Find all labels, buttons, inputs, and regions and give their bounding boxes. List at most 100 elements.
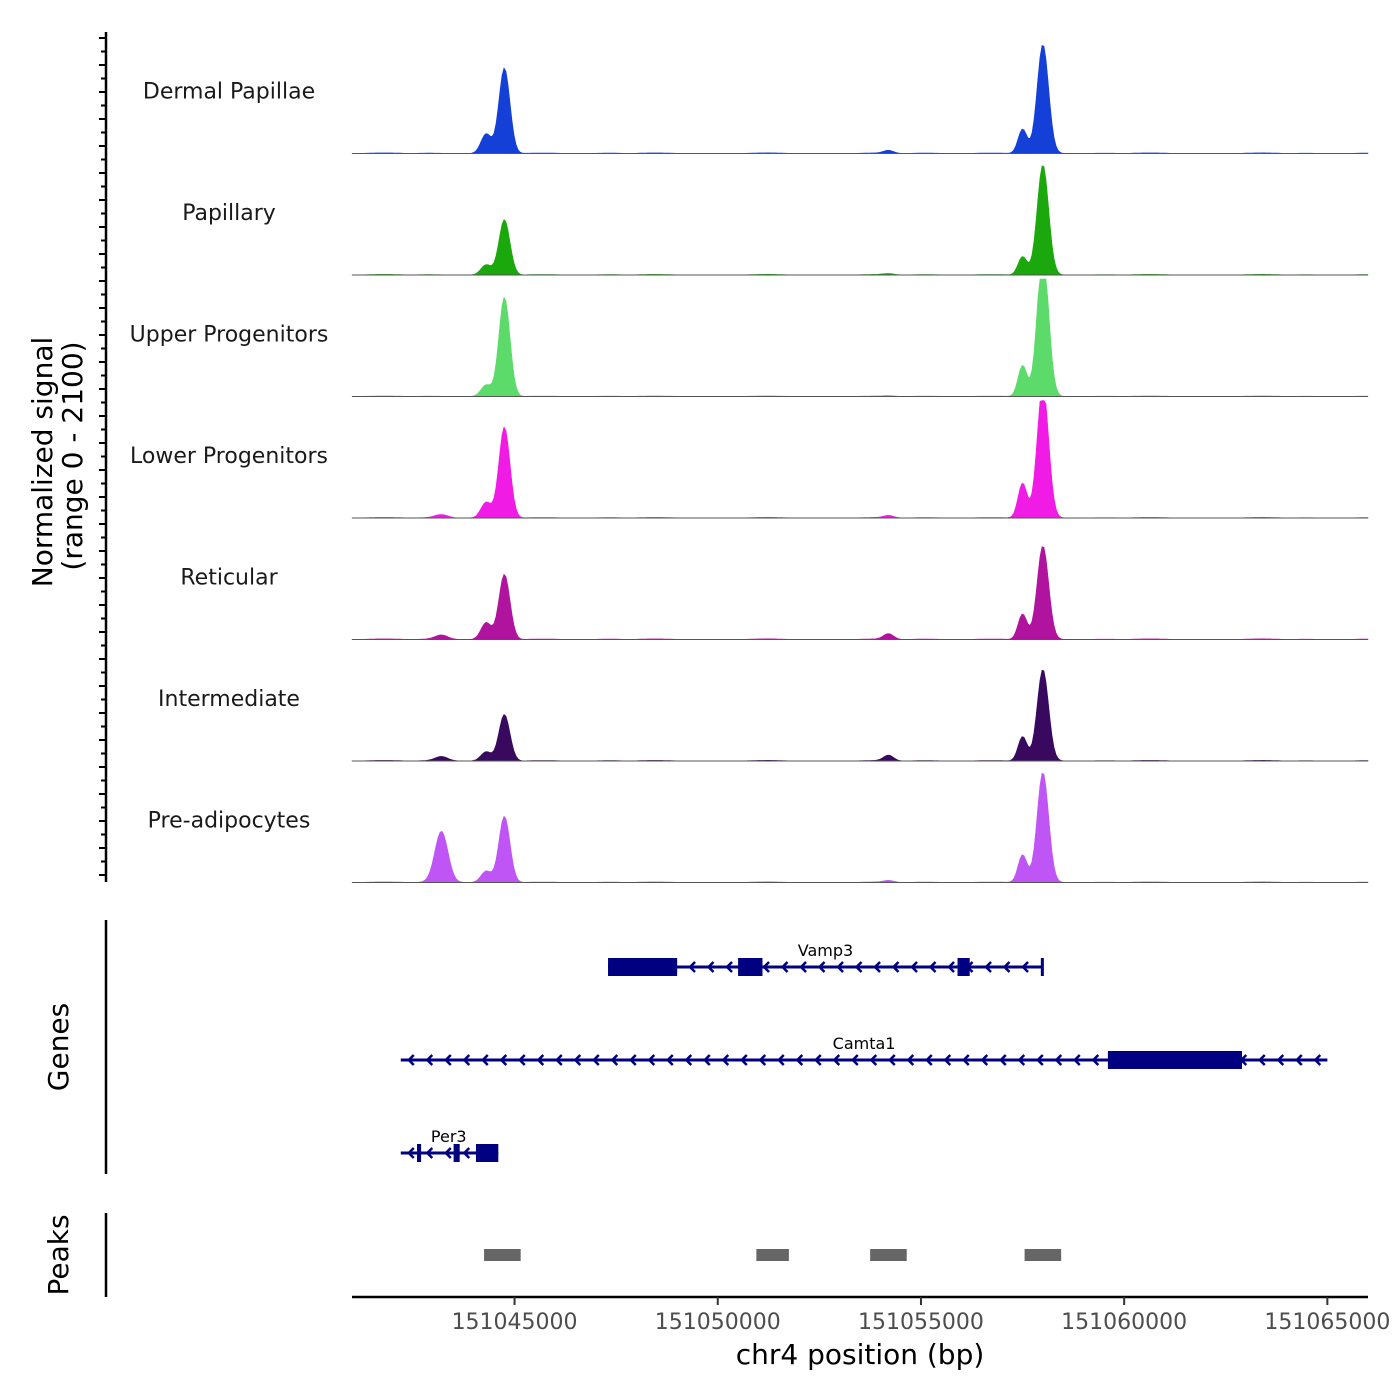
strand-arrow: [906, 1054, 915, 1066]
coverage-track: Intermediate: [158, 669, 1369, 762]
strand-arrow: [536, 1054, 545, 1066]
strand-arrow: [666, 1054, 674, 1066]
track-label: Lower Progenitors: [130, 444, 328, 469]
x-tick-label: 151060000: [1061, 1310, 1187, 1335]
gene-exon: [738, 958, 763, 976]
strand-arrow: [947, 961, 955, 973]
x-axis-title: chr4 position (bp): [736, 1338, 985, 1371]
strand-arrow: [928, 961, 937, 973]
strand-arrow: [740, 1054, 748, 1066]
strand-arrow: [925, 1054, 933, 1066]
strand-arrow: [444, 1054, 452, 1066]
strand-arrow: [851, 1054, 859, 1066]
strand-arrow: [910, 961, 918, 973]
strand-arrow: [684, 1054, 693, 1066]
strand-arrow: [688, 961, 696, 973]
strand-arrow: [647, 1054, 656, 1066]
strand-arrow: [462, 1147, 471, 1159]
x-tick-label: 151045000: [452, 1310, 578, 1335]
peaks-panel-title: Peaks: [42, 1214, 75, 1295]
strand-arrow: [814, 1054, 822, 1066]
peak-region: [756, 1249, 789, 1261]
coverage-track: Upper Progenitors: [130, 278, 1369, 397]
strand-arrow: [869, 1054, 878, 1066]
strand-arrow: [799, 961, 807, 973]
gene-exon: [1107, 1051, 1243, 1069]
strand-arrow: [721, 1054, 730, 1066]
gene-exon: [417, 1144, 422, 1162]
coverage-tracks: Dermal Papillae Papillary Upper Progenitor…: [130, 44, 1369, 883]
coverage-y-axis-subtitle: (range 0 - 2100): [56, 341, 89, 570]
strand-arrow: [891, 961, 900, 973]
strand-arrow: [1002, 961, 1011, 973]
gene-label: Per3: [431, 1127, 467, 1146]
coverage-track: Papillary: [182, 165, 1369, 276]
x-axis-ticks: 151045000 151050000 151055000 151060000 1510…: [452, 1297, 1390, 1335]
strand-arrow: [873, 961, 881, 973]
strand-arrow: [1091, 1054, 1100, 1066]
strand-arrow: [592, 1054, 600, 1066]
strand-arrow: [762, 961, 770, 973]
gene-model: Vamp3: [608, 941, 1044, 976]
x-tick-label: 151050000: [655, 1310, 781, 1335]
coverage-area: [351, 278, 1369, 397]
coverage-area: [351, 772, 1369, 883]
strand-arrow: [703, 1054, 711, 1066]
track-label: Dermal Papillae: [143, 80, 315, 105]
coverage-y-axis-ticks: [99, 37, 106, 876]
x-tick-label: 151065000: [1264, 1310, 1390, 1335]
strand-arrow: [1276, 1054, 1285, 1066]
strand-arrow: [407, 1147, 415, 1159]
peak-region: [1024, 1249, 1062, 1261]
strand-arrow: [1017, 1054, 1026, 1066]
strand-arrow: [1073, 1054, 1081, 1066]
strand-arrow: [444, 1147, 452, 1159]
coverage-area: [351, 165, 1369, 276]
track-label: Pre-adipocytes: [148, 809, 311, 834]
strand-arrow: [629, 1054, 637, 1066]
coverage-area: [351, 669, 1369, 762]
strand-arrow: [462, 1054, 471, 1066]
peak-region: [484, 1249, 521, 1261]
strand-arrow: [1258, 1054, 1266, 1066]
coverage-track: Reticular: [180, 546, 1369, 640]
strand-arrow: [407, 1054, 415, 1066]
coverage-area: [351, 546, 1369, 640]
strand-arrow: [854, 961, 863, 973]
strand-arrow: [481, 1054, 489, 1066]
strand-arrow: [425, 1147, 434, 1159]
strand-arrow: [777, 1054, 785, 1066]
track-label: Intermediate: [158, 687, 300, 712]
track-label: Papillary: [182, 201, 276, 226]
strand-arrow: [555, 1054, 563, 1066]
strand-arrow: [832, 1054, 841, 1066]
strand-arrow: [780, 961, 789, 973]
strand-arrow: [706, 961, 715, 973]
gene-exon: [475, 1144, 499, 1162]
strand-arrow: [943, 1054, 952, 1066]
strand-arrow: [1054, 1054, 1063, 1066]
gene-exon: [957, 958, 970, 976]
gene-exon: [453, 1144, 460, 1162]
strand-arrow: [817, 961, 826, 973]
coverage-track: Lower Progenitors: [130, 400, 1369, 519]
strand-arrow: [1313, 1054, 1322, 1066]
gene-annotations: Vamp3 Camta1 Per3: [400, 941, 1328, 1162]
strand-arrow: [1021, 961, 1029, 973]
strand-arrow: [425, 1054, 434, 1066]
coverage-area: [351, 44, 1369, 154]
coverage-y-axis-title: Normalized signal: [26, 337, 59, 588]
track-label: Upper Progenitors: [130, 323, 329, 348]
strand-arrow: [836, 961, 844, 973]
gene-label: Camta1: [833, 1034, 896, 1053]
strand-arrow: [962, 1054, 970, 1066]
coverage-area: [351, 400, 1369, 519]
strand-arrow: [999, 1054, 1007, 1066]
coverage-track: Pre-adipocytes: [148, 772, 1369, 883]
gene-exon: [608, 958, 678, 976]
gene-exon: [1040, 958, 1044, 976]
peak-regions: [484, 1249, 1062, 1261]
strand-arrow: [980, 1054, 989, 1066]
genes-panel-title: Genes: [42, 1003, 75, 1091]
